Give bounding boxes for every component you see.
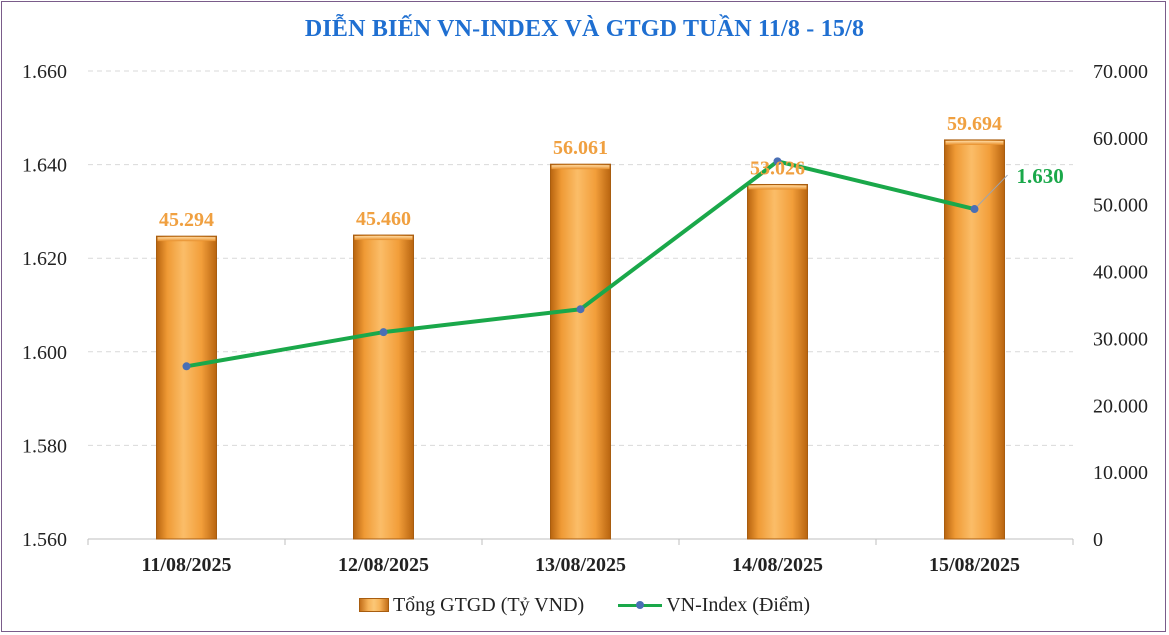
bar-data-label: 53.026: [750, 157, 805, 179]
legend-label-gtgd: Tổng GTGD (Tỷ VND): [392, 593, 585, 616]
y-left-tick-label: 1.620: [22, 248, 67, 270]
vnindex-marker: [576, 305, 585, 314]
bar-gtgd-top: [157, 237, 216, 242]
bar-data-label: 45.460: [356, 208, 411, 230]
vnindex-marker: [182, 362, 191, 371]
x-tick-label: 11/08/2025: [141, 554, 231, 576]
vnindex-end-label: 1.630: [1017, 164, 1064, 188]
y-right-tick-label: 60.000: [1093, 128, 1148, 150]
y-left-tick-label: 1.580: [22, 435, 67, 457]
y-right-tick-label: 70.000: [1093, 61, 1148, 83]
bar-gtgd-top: [945, 140, 1004, 145]
bar-gtgd-top: [748, 185, 807, 190]
vnindex-leader-line: [977, 174, 1008, 207]
vnindex-marker: [970, 205, 979, 214]
bar-gtgd: [156, 235, 217, 540]
bar-data-label: 45.294: [159, 209, 214, 231]
y-right-tick-label: 40.000: [1093, 262, 1148, 284]
bar-gtgd-top: [354, 236, 413, 241]
y-right-tick-label: 10.000: [1093, 462, 1148, 484]
x-tick-label: 15/08/2025: [929, 554, 1020, 576]
bar-data-label: 56.061: [553, 137, 608, 159]
legend-swatch-bar: [358, 598, 389, 612]
legend-label-vnindex: VN-Index (Điểm): [666, 593, 811, 616]
y-left-tick-label: 1.560: [22, 529, 67, 551]
legend-item-vnindex: VN-Index (Điểm): [618, 594, 810, 617]
chart-title: DIỄN BIẾN VN-INDEX VÀ GTGD TUẦN 11/8 - 1…: [304, 16, 865, 42]
legend-swatch-line: [618, 598, 663, 612]
bar-gtgd: [550, 163, 611, 540]
x-tick-label: 13/08/2025: [535, 554, 626, 576]
bar-gtgd-top: [551, 165, 610, 170]
y-right-tick-label: 0: [1093, 529, 1103, 551]
y-right-tick-label: 50.000: [1093, 195, 1148, 217]
y-left-tick-label: 1.660: [22, 61, 67, 83]
bar-data-label: 59.694: [947, 113, 1002, 135]
y-left-tick-label: 1.640: [22, 155, 67, 177]
chart-legend: Tổng GTGD (Tỷ VND) VN-Index (Điểm): [0, 590, 1169, 620]
y-right-tick-label: 30.000: [1093, 328, 1148, 350]
x-tick-label: 14/08/2025: [732, 554, 823, 576]
vnindex-marker: [379, 328, 388, 337]
x-tick-label: 12/08/2025: [338, 554, 429, 576]
vnindex-marker: [773, 157, 782, 166]
legend-item-gtgd: Tổng GTGD (Tỷ VND): [358, 593, 585, 617]
bar-gtgd: [353, 234, 414, 540]
y-right-tick-label: 20.000: [1093, 395, 1148, 417]
y-left-tick-label: 1.600: [22, 342, 67, 364]
bar-gtgd: [944, 139, 1005, 540]
bar-gtgd: [747, 183, 808, 540]
